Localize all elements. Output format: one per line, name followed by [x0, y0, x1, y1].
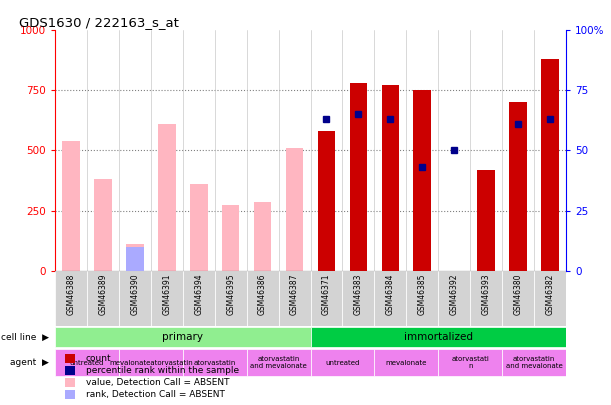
Bar [65, 354, 75, 363]
Text: immortalized: immortalized [404, 332, 473, 342]
Text: GSM46394: GSM46394 [194, 274, 203, 315]
Bar [94, 179, 112, 271]
Text: GSM46371: GSM46371 [322, 274, 331, 315]
Text: cell line  ▶: cell line ▶ [1, 333, 49, 341]
Text: value, Detection Call = ABSENT: value, Detection Call = ABSENT [86, 378, 229, 387]
Text: mevalonate: mevalonate [386, 360, 427, 366]
Text: GSM46388: GSM46388 [67, 274, 76, 315]
Bar [65, 378, 75, 387]
Bar [247, 350, 310, 377]
Bar [183, 350, 247, 377]
Bar [55, 327, 310, 347]
Text: atorvastatin: atorvastatin [194, 360, 236, 366]
Bar [126, 245, 144, 271]
Bar [381, 85, 399, 271]
Text: GSM46392: GSM46392 [450, 274, 459, 315]
Bar [310, 271, 342, 326]
Bar [119, 350, 183, 377]
Text: GSM46393: GSM46393 [481, 274, 491, 315]
Bar [286, 148, 303, 271]
Bar [310, 350, 375, 377]
Bar [151, 271, 183, 326]
Text: count: count [86, 354, 111, 363]
Text: percentile rank within the sample: percentile rank within the sample [86, 366, 239, 375]
Bar [502, 350, 566, 377]
Bar [254, 202, 271, 271]
Text: mevalonateatorvastatin: mevalonateatorvastatin [109, 360, 192, 366]
Bar [310, 327, 566, 347]
Bar [477, 170, 495, 271]
Bar [65, 366, 75, 375]
Text: GSM46390: GSM46390 [130, 274, 139, 315]
Text: GSM46382: GSM46382 [546, 274, 555, 315]
Text: agent  ▶: agent ▶ [10, 358, 49, 367]
Bar [247, 271, 279, 326]
Bar [534, 271, 566, 326]
Text: primary: primary [163, 332, 203, 342]
Text: GSM46387: GSM46387 [290, 274, 299, 315]
Bar [541, 59, 559, 271]
Bar [126, 247, 144, 271]
Bar [318, 131, 335, 271]
Text: atorvastati
n: atorvastati n [452, 356, 489, 369]
Bar [183, 271, 214, 326]
Text: rank, Detection Call = ABSENT: rank, Detection Call = ABSENT [86, 390, 224, 399]
Text: atorvastatin
and mevalonate: atorvastatin and mevalonate [506, 356, 563, 369]
Bar [502, 271, 534, 326]
Text: GSM46384: GSM46384 [386, 274, 395, 315]
Bar [438, 271, 470, 326]
Bar [470, 271, 502, 326]
Bar [119, 271, 151, 326]
Bar [65, 390, 75, 399]
Bar [214, 271, 247, 326]
Text: GSM46395: GSM46395 [226, 274, 235, 315]
Text: atorvastatin
and mevalonate: atorvastatin and mevalonate [250, 356, 307, 369]
Text: GSM46383: GSM46383 [354, 274, 363, 315]
Bar [55, 271, 87, 326]
Bar [349, 83, 367, 271]
Bar [222, 205, 240, 271]
Bar [62, 141, 80, 271]
Text: GDS1630 / 222163_s_at: GDS1630 / 222163_s_at [19, 16, 179, 29]
Text: GSM46380: GSM46380 [514, 274, 522, 315]
Text: untreated: untreated [325, 360, 360, 366]
Text: GSM46389: GSM46389 [98, 274, 108, 315]
Text: GSM46391: GSM46391 [163, 274, 171, 315]
Bar [438, 350, 502, 377]
Bar [414, 90, 431, 271]
Bar [279, 271, 310, 326]
Bar [342, 271, 375, 326]
Bar [375, 350, 438, 377]
Bar [406, 271, 438, 326]
Bar [87, 271, 119, 326]
Bar [510, 102, 527, 271]
Text: untreated: untreated [70, 360, 104, 366]
Bar [55, 350, 119, 377]
Bar [158, 124, 175, 271]
Text: GSM46385: GSM46385 [418, 274, 426, 315]
Bar [190, 184, 208, 271]
Bar [375, 271, 406, 326]
Text: GSM46386: GSM46386 [258, 274, 267, 315]
